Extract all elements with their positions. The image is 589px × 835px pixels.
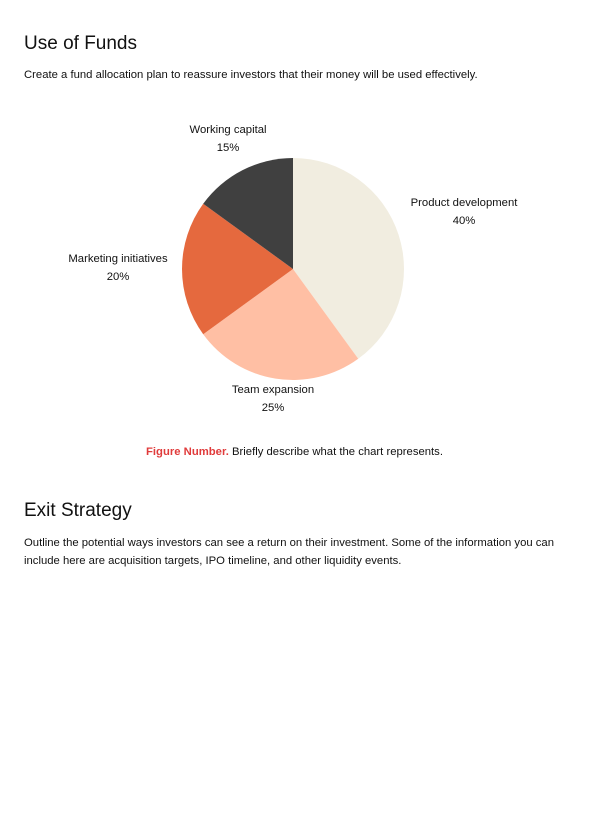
pie-label-product-development: Product development [411,197,519,209]
figure-caption: Figure Number. Briefly describe what the… [0,446,589,458]
use-of-funds-pie-chart: Product development 40% Team expansion 25% M… [68,124,519,414]
pie-slice-product-development [293,158,404,359]
pie-value-team-expansion: 25% [262,402,285,414]
pie-label-marketing-initiatives: Marketing initiatives [68,253,168,265]
figure-number: Figure Number. [146,446,229,458]
pie-label-team-expansion: Team expansion [232,384,314,396]
exit-strategy-description: Outline the potential ways investors can… [24,537,554,567]
exit-strategy-heading: Exit Strategy [24,500,132,521]
pie-value-marketing-initiatives: 20% [107,271,130,283]
pie-slice-working-capital [203,158,293,269]
pie-slice-team-expansion [203,269,359,380]
figure-caption-text: Briefly describe what the chart represen… [228,446,443,458]
pie-value-working-capital: 15% [217,142,240,154]
pie-slice-marketing-initiatives [182,203,293,335]
use-of-funds-heading: Use of Funds [24,33,137,54]
use-of-funds-description: Create a fund allocation plan to reassur… [24,69,478,81]
pie-label-working-capital: Working capital [189,124,266,136]
pie-value-product-development: 40% [453,215,476,227]
